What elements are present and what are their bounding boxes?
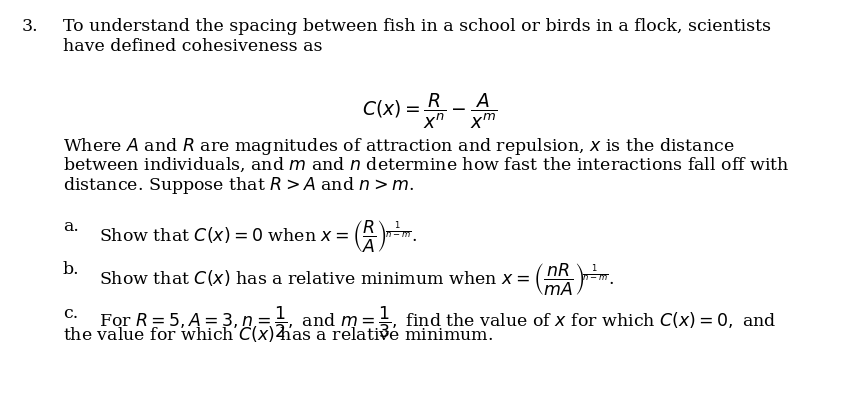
Text: Show that $C(x) = 0$ when $x = \left(\dfrac{R}{A}\right)^{\!\frac{1}{n-m}}$.: Show that $C(x) = 0$ when $x = \left(\df… xyxy=(99,218,417,254)
Text: c.: c. xyxy=(63,305,78,321)
Text: To understand the spacing between fish in a school or birds in a flock, scientis: To understand the spacing between fish i… xyxy=(63,18,771,35)
Text: the value for which $C(x)$ has a relative minimum.: the value for which $C(x)$ has a relativ… xyxy=(63,324,493,344)
Text: Where $A$ and $R$ are magnitudes of attraction and repulsion, $x$ is the distanc: Where $A$ and $R$ are magnitudes of attr… xyxy=(63,136,734,157)
Text: distance. Suppose that $R > A$ and $n > m$.: distance. Suppose that $R > A$ and $n > … xyxy=(63,175,413,196)
Text: For $R = 5, A = 3, n = \dfrac{1}{2},$ and $m = \dfrac{1}{3},$ find the value of : For $R = 5, A = 3, n = \dfrac{1}{2},$ an… xyxy=(99,305,777,340)
Text: 3.: 3. xyxy=(21,18,38,35)
Text: $C(x) = \dfrac{R}{x^n} - \dfrac{A}{x^m}$: $C(x) = \dfrac{R}{x^n} - \dfrac{A}{x^m}$ xyxy=(362,91,497,131)
Text: b.: b. xyxy=(63,261,79,278)
Text: have defined cohesiveness as: have defined cohesiveness as xyxy=(63,38,322,55)
Text: between individuals, and $m$ and $n$ determine how fast the interactions fall of: between individuals, and $m$ and $n$ det… xyxy=(63,156,789,174)
Text: Show that $C(x)$ has a relative minimum when $x = \left(\dfrac{nR}{mA}\right)^{\: Show that $C(x)$ has a relative minimum … xyxy=(99,261,614,298)
Text: a.: a. xyxy=(63,218,78,235)
